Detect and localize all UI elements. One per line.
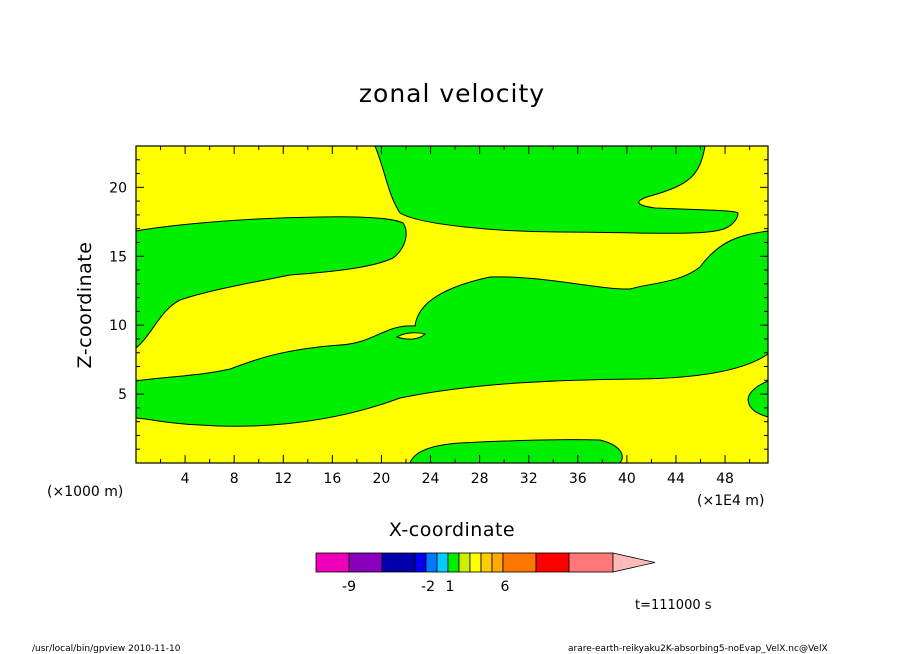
x-tick-label: 4	[181, 471, 190, 487]
y-tick-label: 5	[118, 387, 127, 403]
colorbar-swatch	[502, 552, 537, 573]
colorbar-label: -2	[421, 579, 435, 595]
time-label: t=111000 s	[635, 598, 712, 613]
negative-region-bottom	[409, 439, 623, 464]
footer-left: /usr/local/bin/gpview 2010-11-10	[32, 644, 181, 654]
x-tick-label: 16	[323, 471, 341, 487]
x-tick-label: 20	[373, 471, 391, 487]
y-axis: 5 10 15 20	[109, 159, 768, 450]
colorbar-swatch	[480, 552, 493, 573]
negative-region-top	[374, 145, 739, 234]
colorbar-swatch	[315, 552, 350, 573]
x-tick-label: 36	[569, 471, 587, 487]
colorbar-label: 1	[446, 579, 455, 595]
x-unit-left: (×1000 m)	[47, 484, 123, 500]
colorbar-arrow	[612, 552, 656, 573]
positive-region-small-patch	[395, 332, 426, 340]
plot-area	[135, 145, 769, 464]
colorbar-swatch	[425, 552, 438, 573]
y-axis-label: Z-coordinate	[74, 242, 96, 369]
x-tick-label: 28	[471, 471, 489, 487]
x-unit-right: (×1E4 m)	[697, 493, 764, 509]
colorbar-swatch	[447, 552, 460, 573]
colorbar-swatch	[469, 552, 482, 573]
plot-frame	[135, 145, 769, 464]
x-tick-label: 8	[230, 471, 239, 487]
x-tick-label: 12	[274, 471, 292, 487]
colorbar-swatch	[535, 552, 570, 573]
x-axis-label: X-coordinate	[389, 519, 515, 541]
colorbar-swatch	[458, 552, 471, 573]
footer-right: arare-earth-reikyaku2K-absorbing5-noEvap…	[568, 644, 828, 654]
chart-title: zonal velocity	[359, 79, 545, 108]
x-tick-label: 48	[716, 471, 734, 487]
colorbar-swatch	[436, 552, 449, 573]
x-tick-label: 40	[618, 471, 636, 487]
negative-region-right-edge	[747, 380, 769, 418]
x-axis: 4 8 12 16 20 24 28 32 36 40 44 48	[160, 146, 751, 487]
colorbar-label: -9	[342, 579, 356, 595]
negative-region-lower-band	[135, 230, 769, 427]
x-tick-label: 32	[520, 471, 538, 487]
colorbar-swatch	[381, 552, 416, 573]
colorbar-swatch	[568, 552, 614, 573]
negative-region-upper-left	[135, 216, 407, 350]
x-tick-label: 24	[422, 471, 440, 487]
y-tick-label: 15	[109, 249, 127, 265]
x-tick-label: 44	[667, 471, 685, 487]
colorbar: -9 -2 1 6	[315, 552, 656, 595]
colorbar-label: 6	[501, 579, 510, 595]
colorbar-swatch	[491, 552, 504, 573]
colorbar-swatch	[414, 552, 427, 573]
y-tick-label: 10	[109, 318, 127, 334]
y-tick-label: 20	[109, 180, 127, 196]
colorbar-swatch	[348, 552, 383, 573]
